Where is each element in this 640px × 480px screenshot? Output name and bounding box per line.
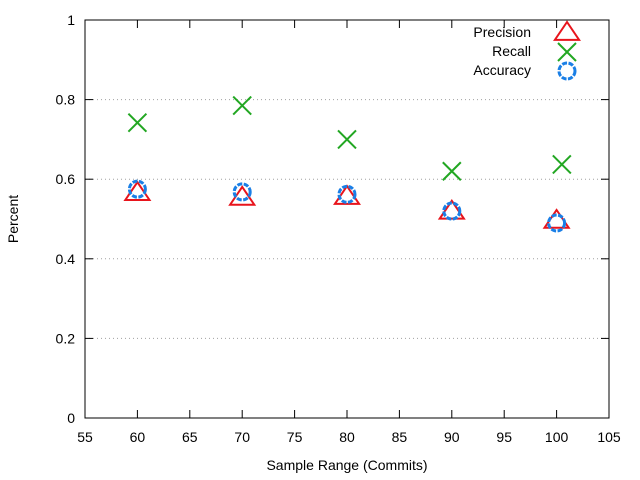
accuracy-point xyxy=(127,179,147,199)
x-tick-label: 80 xyxy=(339,429,355,445)
x-axis-label: Sample Range (Commits) xyxy=(266,457,427,473)
legend-marker-recall xyxy=(557,42,577,62)
x-tick-label: 60 xyxy=(130,429,146,445)
y-tick-label: 0.4 xyxy=(56,251,76,267)
y-tick-label: 0 xyxy=(67,410,75,426)
precision-point xyxy=(123,180,152,201)
legend: Precision Recall Accuracy xyxy=(473,20,581,81)
y-tick-label: 0.6 xyxy=(56,171,76,187)
plot-frame xyxy=(84,19,610,419)
x-tick-label: 55 xyxy=(77,429,93,445)
recall-point xyxy=(552,154,572,175)
x-tick-label: 100 xyxy=(545,429,569,445)
accuracy-point xyxy=(232,182,252,202)
recall-point xyxy=(337,129,357,150)
y-tick-labels: 0 0.2 0.4 0.6 0.8 1 xyxy=(56,12,76,426)
x-tick-label: 95 xyxy=(496,429,512,445)
x-tick-label: 90 xyxy=(444,429,460,445)
legend-label-precision: Precision xyxy=(473,24,531,40)
x-tick-label: 65 xyxy=(182,429,198,445)
accuracy-point xyxy=(442,201,462,221)
grid-lines xyxy=(85,99,609,339)
recall-point xyxy=(442,161,462,181)
precision-point xyxy=(333,184,361,205)
y-tick-label: 0.8 xyxy=(56,92,76,108)
x-tick-label: 75 xyxy=(287,429,303,445)
recall-point xyxy=(232,95,252,116)
legend-marker-accuracy xyxy=(557,61,577,81)
y-tick-label: 0.2 xyxy=(56,330,76,346)
accuracy-point xyxy=(547,213,567,233)
x-tick-labels: 55 60 65 70 75 80 85 90 95 100 105 xyxy=(77,429,621,445)
x-tick-label: 85 xyxy=(392,429,408,445)
recall-point xyxy=(127,112,148,133)
y-axis-label: Percent xyxy=(5,195,21,243)
legend-marker-precision xyxy=(553,20,581,41)
data-points xyxy=(123,95,572,233)
axis-ticks xyxy=(84,19,610,419)
legend-label-recall: Recall xyxy=(492,43,531,59)
x-tick-label: 105 xyxy=(597,429,621,445)
legend-label-accuracy: Accuracy xyxy=(473,62,531,78)
accuracy-point xyxy=(337,184,357,204)
y-tick-label: 1 xyxy=(67,12,75,28)
precision-point xyxy=(437,199,466,220)
x-tick-label: 70 xyxy=(234,429,250,445)
